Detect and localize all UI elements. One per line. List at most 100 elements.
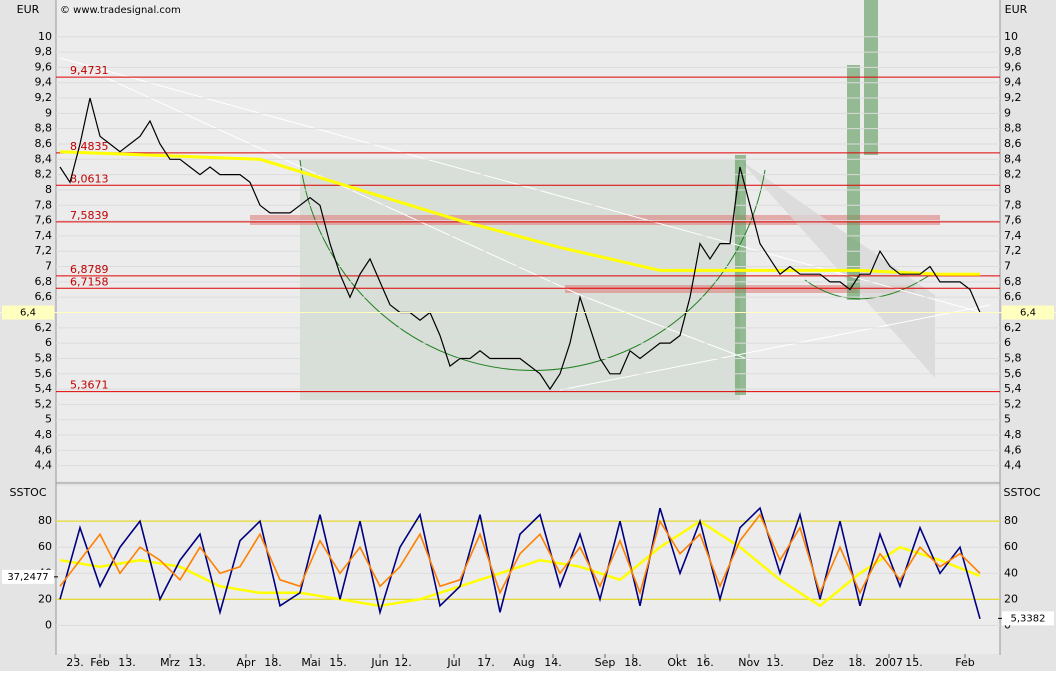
x-tick-label: Aug xyxy=(513,656,534,669)
watermark: © www.tradesignal.com xyxy=(60,5,181,16)
x-tick-label: Apr xyxy=(236,656,256,669)
x-tick-label: 16. xyxy=(696,656,714,669)
level-label: 7,5839 xyxy=(70,209,109,222)
level-label: 9,4731 xyxy=(70,64,109,77)
y-tick-label: 8,4 xyxy=(35,152,53,165)
y-tick-label: 4,8 xyxy=(1004,428,1022,441)
y-tick-label: 8,2 xyxy=(1004,168,1022,181)
x-tick-label: 17. xyxy=(477,656,495,669)
y-tick-label: 7,6 xyxy=(1004,214,1022,227)
resistance-zone xyxy=(250,215,940,225)
x-tick-label: Mrz xyxy=(160,656,180,669)
x-tick-label: Feb xyxy=(955,656,974,669)
y-tick-label: 9 xyxy=(1004,106,1011,119)
level-label: 8,0613 xyxy=(70,172,109,185)
level-label: 5,3671 xyxy=(70,379,109,392)
y-tick-label: 9,6 xyxy=(1004,60,1022,73)
price-tag xyxy=(2,305,54,320)
x-tick-label: 15. xyxy=(329,656,347,669)
x-tick-label: Okt xyxy=(667,656,687,669)
y-tick-label: 6 xyxy=(45,336,52,349)
y-tick-label: 9,2 xyxy=(35,91,53,104)
x-tick-label: 12. xyxy=(394,656,412,669)
y-tick-label: 5,8 xyxy=(1004,351,1022,364)
y-tick-label: 6,2 xyxy=(1004,321,1022,334)
signal-bar xyxy=(735,155,746,395)
y-tick-label: 10 xyxy=(1004,30,1018,43)
axis-title: EUR xyxy=(1005,3,1028,16)
y-tick-label: 7 xyxy=(45,260,52,273)
y-tick-label: 5 xyxy=(45,413,52,426)
x-tick-label: Feb xyxy=(90,656,109,669)
x-tick-label: Mai xyxy=(301,656,320,669)
y-tick-label: 8 xyxy=(45,183,52,196)
y-tick-label: 4,6 xyxy=(1004,443,1022,456)
slow-line xyxy=(59,519,981,608)
y-tick-label: 5,6 xyxy=(1004,367,1022,380)
y-tick-label: 7 xyxy=(1004,260,1011,273)
x-tick-label: 13. xyxy=(188,656,206,669)
y-tick-label: 8 xyxy=(1004,183,1011,196)
y-tick-label: 9,4 xyxy=(1004,76,1022,89)
x-tick-label: 13. xyxy=(118,656,136,669)
y-tick-label: 6,8 xyxy=(35,275,53,288)
y-tick-label: 40 xyxy=(1004,566,1018,579)
x-tick-label: 2007 xyxy=(875,656,903,669)
price-tag-label: 37,2477 xyxy=(7,572,48,583)
y-tick-label: 5,6 xyxy=(35,367,53,380)
y-tick-label: 5,2 xyxy=(1004,397,1022,410)
x-tick-label: 14. xyxy=(544,656,562,669)
price-tag xyxy=(1002,305,1054,320)
y-tick-label: 6,2 xyxy=(35,321,53,334)
y-tick-label: 20 xyxy=(1004,592,1018,605)
x-tick-label: 23. xyxy=(66,656,84,669)
x-tick-label: Nov xyxy=(738,656,760,669)
x-tick-label: 18. xyxy=(848,656,866,669)
y-tick-label: 7,4 xyxy=(1004,229,1022,242)
y-tick-label: 7,8 xyxy=(1004,198,1022,211)
y-tick-label: 6,6 xyxy=(35,290,53,303)
axis-title: SSTOC xyxy=(9,486,46,499)
series-line xyxy=(59,513,981,596)
y-tick-label: 9,6 xyxy=(35,60,53,73)
x-tick-label: 13. xyxy=(766,656,784,669)
y-tick-label: 8,8 xyxy=(1004,122,1022,135)
y-tick-label: 7,8 xyxy=(35,198,53,211)
y-tick-label: 9,8 xyxy=(1004,45,1022,58)
price-tag-label: 5,3382 xyxy=(1011,613,1046,624)
signal-bar xyxy=(847,65,860,300)
y-tick-label: 8,6 xyxy=(35,137,53,150)
y-tick-label: 9,4 xyxy=(35,76,53,89)
series-line xyxy=(59,97,981,391)
y-tick-label: 4,6 xyxy=(35,443,53,456)
y-tick-label: 8,4 xyxy=(1004,152,1022,165)
x-tick-label: 18. xyxy=(264,656,282,669)
y-tick-label: 4,4 xyxy=(1004,459,1022,472)
y-tick-label: 10 xyxy=(38,30,52,43)
y-tick-label: 7,6 xyxy=(35,214,53,227)
y-tick-label: 20 xyxy=(38,592,52,605)
stoch-panel xyxy=(56,486,1000,654)
moving-average xyxy=(59,150,980,276)
y-tick-label: 7,2 xyxy=(1004,244,1022,257)
axis-title: EUR xyxy=(17,3,40,16)
y-tick-label: 0 xyxy=(45,618,52,631)
y-tick-label: 4,8 xyxy=(35,428,53,441)
x-tick-label: Sep xyxy=(595,656,616,669)
price-tag-label: 6,4 xyxy=(20,307,36,318)
level-label: 6,8789 xyxy=(70,263,109,276)
y-tick-label: 80 xyxy=(1004,514,1018,527)
y-tick-label: 6,8 xyxy=(1004,275,1022,288)
y-tick-label: 4,4 xyxy=(35,459,53,472)
x-tick-label: Dez xyxy=(812,656,833,669)
y-tick-label: 9,8 xyxy=(35,45,53,58)
series-line xyxy=(59,506,981,620)
y-tick-label: 5,4 xyxy=(35,382,53,395)
x-tick-label: 15. xyxy=(905,656,923,669)
handle-arc xyxy=(804,274,931,300)
y-tick-label: 6,6 xyxy=(1004,290,1022,303)
axis-title: SSTOC xyxy=(1003,486,1040,499)
y-tick-label: 8,2 xyxy=(35,168,53,181)
